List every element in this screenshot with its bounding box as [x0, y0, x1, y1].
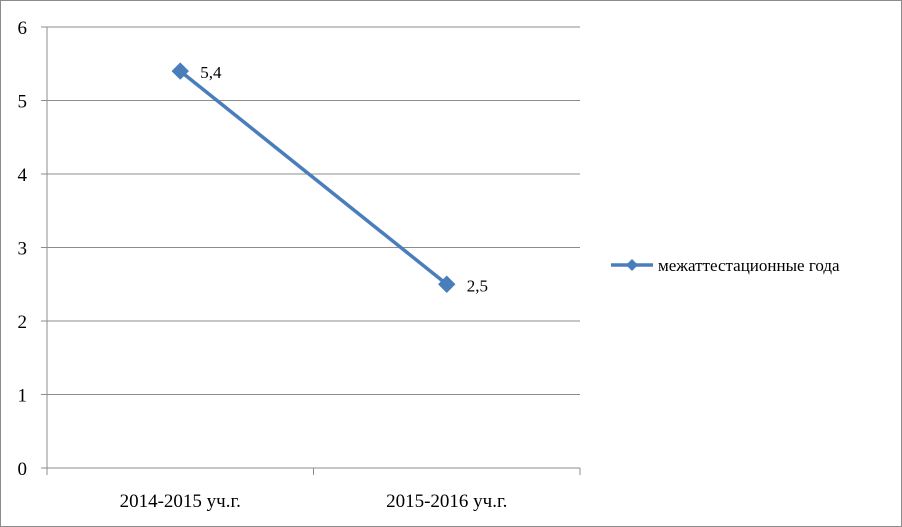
data-label: 5,4: [200, 63, 222, 82]
legend-diamond-marker: [626, 259, 638, 271]
series: 5,4 2,5: [171, 62, 488, 295]
x-tick-label: 2014-2015 уч.г.: [120, 491, 241, 512]
gridlines: [41, 26, 581, 475]
data-point-marker: [438, 275, 456, 293]
series-line: [179, 69, 448, 286]
axes: [46, 27, 580, 469]
data-label: 2,5: [467, 276, 488, 295]
y-tick-label: 5: [18, 92, 28, 113]
y-tick-label: 3: [18, 239, 28, 260]
y-tick-label: 2: [18, 312, 28, 333]
y-tick-label: 4: [18, 165, 28, 186]
x-tick-labels: 2014-2015 уч.г. 2015-2016 уч.г.: [120, 491, 508, 512]
legend: межаттестационные года: [611, 256, 840, 275]
data-point-marker: [171, 62, 189, 80]
y-tick-labels: 0 1 2 3 4 5 6: [18, 18, 28, 480]
x-tick-label: 2015-2016 уч.г.: [386, 491, 507, 512]
legend-label: межаттестационные года: [658, 256, 840, 275]
y-tick-label: 6: [18, 18, 28, 39]
y-tick-label: 0: [18, 459, 28, 480]
y-tick-label: 1: [18, 386, 28, 407]
